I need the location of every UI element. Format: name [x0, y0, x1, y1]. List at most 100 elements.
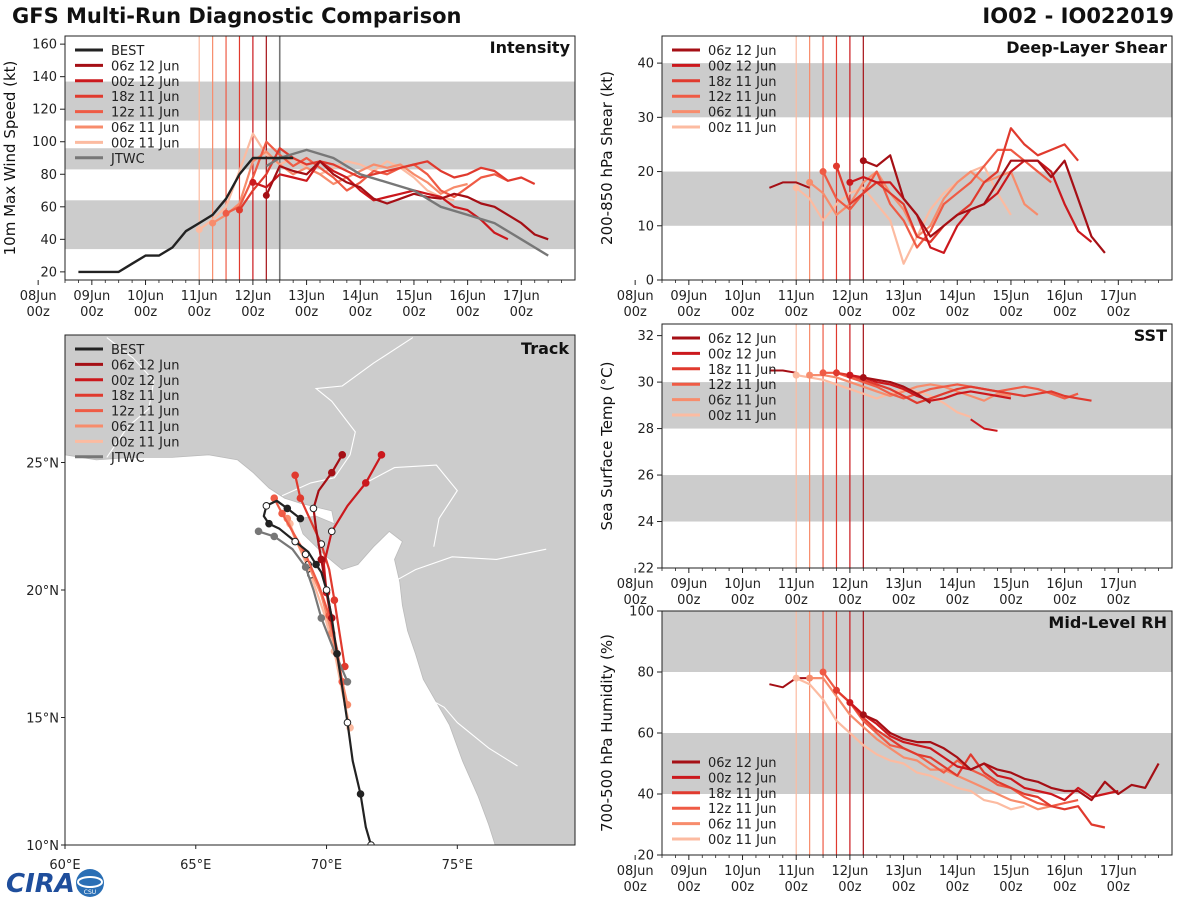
track-12z-11-jun-point-6 [278, 509, 286, 518]
sst-ytick-label: 22 [637, 562, 654, 577]
shear-xtick-sublabel: 00z [892, 305, 916, 320]
sst-xtick-label: 11Jun [778, 577, 815, 592]
shear-init-point-2 [819, 168, 827, 176]
intensity-xtick-sublabel: 00z [349, 305, 373, 320]
shear-ytick-label: 20 [637, 165, 654, 180]
sst-series-18z-11-jun [836, 371, 1092, 405]
intensity-legend-label: 00z 11 Jun [111, 136, 180, 151]
intensity-ytick-label: 100 [32, 135, 57, 150]
sst-init-point-1 [806, 371, 814, 379]
intensity-xtick-label: 17Jun [503, 289, 540, 304]
track-xtick-label: 60°E [49, 858, 80, 873]
rh-xtick-sublabel: 00z [892, 880, 916, 895]
track-best-point-8 [322, 586, 331, 594]
rh-series-00z-11-jun [795, 677, 1025, 811]
cira-logo-text: CIRA [6, 869, 75, 898]
rh-init-point-2 [819, 668, 827, 676]
rh-xtick-label: 17Jun [1100, 864, 1137, 879]
shear-xtick-sublabel: 00z [838, 305, 862, 320]
track-00z-12-jun-point-4 [327, 527, 336, 536]
sst-xtick-sublabel: 00z [838, 593, 862, 608]
track-jtwc-point-4 [301, 563, 310, 571]
intensity-init-point-4 [249, 178, 257, 186]
shear-init-point-1 [806, 178, 814, 186]
intensity-title: Intensity [490, 38, 571, 57]
track-18z-11-jun-point-2 [330, 596, 339, 605]
sst-xtick-label: 16Jun [1046, 577, 1083, 592]
sst-init-point-3 [832, 369, 840, 377]
intensity-legend-label: BEST [111, 44, 144, 59]
sst-xtick-sublabel: 00z [785, 593, 809, 608]
rh-band-1 [662, 611, 1172, 672]
intensity-xtick-sublabel: 00z [80, 305, 104, 320]
intensity-xtick-label: 12Jun [234, 289, 271, 304]
intensity-init-point-5 [262, 191, 270, 199]
rh-xtick-sublabel: 00z [838, 880, 862, 895]
track-00z-12-jun-point-6 [361, 479, 370, 487]
intensity-xtick-label: 13Jun [288, 289, 325, 304]
border-line-4 [425, 696, 518, 767]
intensity-xtick-sublabel: 00z [456, 305, 480, 320]
track-legend-label: BEST [111, 343, 144, 358]
rh-xtick-sublabel: 00z [731, 880, 755, 895]
rh-ytick-label: 60 [637, 727, 654, 742]
shear-legend-label: 00z 12 Jun [708, 59, 777, 74]
intensity-best-line [78, 156, 294, 274]
shear-xtick-label: 16Jun [1046, 289, 1083, 304]
sst-lines [769, 369, 1092, 432]
border-line-1 [281, 337, 414, 497]
intensity-init-point-0 [195, 226, 203, 234]
rh-analysis-line [769, 677, 810, 689]
track-ytick-label: 25°N [26, 457, 59, 472]
sst-legend-label: 18z 11 Jun [708, 363, 777, 378]
track-legend-label: JTWC [110, 451, 145, 466]
rh-init-point-4 [846, 699, 854, 706]
track-legend-label: 06z 12 Jun [111, 358, 180, 373]
shear-xtick-sublabel: 00z [731, 305, 755, 320]
track-ytick-label: 15°N [26, 712, 59, 727]
intensity-ytick-label: 40 [40, 233, 57, 248]
rh-xtick-label: 12Jun [831, 864, 868, 879]
intensity-xtick-sublabel: 00z [134, 305, 158, 320]
rh-init-point-1 [806, 674, 814, 682]
rh-init-point-3 [832, 686, 840, 694]
sst-xtick-label: 13Jun [885, 577, 922, 592]
csu-logo-text: CSU [84, 889, 96, 896]
track-panel: 60°E 65°E 70°E 75°E 10°N 15°N 20°N 25°N Track BES… [26, 334, 576, 873]
track-legend-label: 00z 12 Jun [111, 374, 180, 389]
intensity-xtick-label: 15Jun [396, 289, 433, 304]
intensity-xtick-label: 10Jun [127, 289, 164, 304]
shear-lines [769, 127, 1106, 265]
intensity-xtick-sublabel: 00z [295, 305, 319, 320]
shear-series-06z-12-jun [862, 154, 1106, 254]
track-xtick-label: 65°E [180, 858, 211, 873]
shear-xtick-label: 15Jun [993, 289, 1030, 304]
shear-xtick-sublabel: 00z [999, 305, 1023, 320]
intensity-jtwc-line [265, 148, 549, 257]
intensity-series-06z-11-jun [212, 150, 468, 225]
shear-xtick-sublabel: 00z [785, 305, 809, 320]
intensity-series-00z-11-jun [198, 132, 455, 231]
sst-legend-label: 06z 12 Jun [708, 332, 777, 347]
track-18z-11-jun-point-7 [291, 471, 299, 480]
track-best-point-18 [283, 504, 292, 513]
shear-init-point-5 [859, 157, 867, 165]
border-line-0 [106, 337, 155, 458]
rh-init-point-0 [792, 674, 800, 682]
intensity-legend-label: 06z 11 Jun [111, 121, 180, 136]
sst-xtick-sublabel: 00z [1107, 593, 1131, 608]
intensity-xtick-label: 14Jun [342, 289, 379, 304]
track-best-point-10 [312, 560, 320, 569]
track-jtwc-point-6 [270, 532, 279, 541]
track-best-point-16 [262, 502, 271, 510]
sst-xtick-label: 17Jun [1100, 577, 1137, 592]
intensity-series-00z-12-jun [252, 160, 509, 241]
intensity-series-06z-12-jun [265, 160, 549, 241]
rh-series-06z-11-jun [809, 676, 1052, 811]
rh-xtick-label: 10Jun [724, 864, 761, 879]
track-best-point-6 [333, 649, 341, 658]
rh-series-18z-11-jun [835, 689, 1106, 829]
shear-xtick-label: 08Jun [617, 289, 654, 304]
shear-xtick-label: 17Jun [1100, 289, 1137, 304]
shear-legend-label: 18z 11 Jun [708, 75, 777, 90]
